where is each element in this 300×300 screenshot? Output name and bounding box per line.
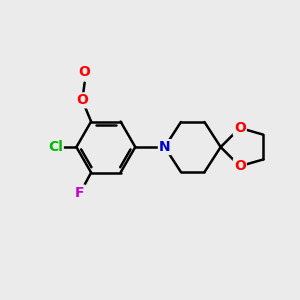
Text: Cl: Cl xyxy=(48,140,63,154)
Text: O: O xyxy=(79,64,91,79)
Text: O: O xyxy=(76,93,88,107)
Text: F: F xyxy=(75,186,85,200)
Text: O: O xyxy=(234,121,246,135)
Text: O: O xyxy=(234,159,246,173)
Text: N: N xyxy=(159,140,170,154)
